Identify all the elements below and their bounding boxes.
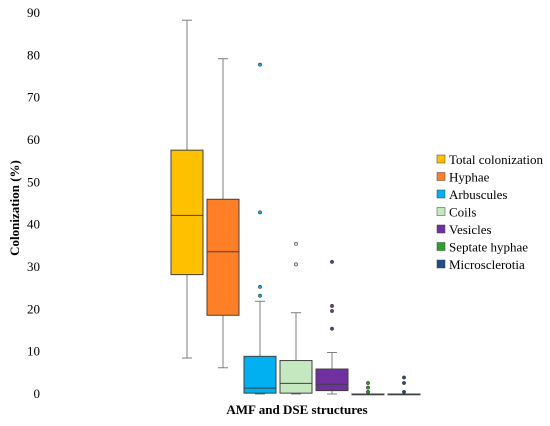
legend-label: Microsclerotia bbox=[449, 257, 525, 272]
legend-label: Coils bbox=[449, 205, 476, 220]
outlier-point bbox=[330, 326, 334, 331]
box-vesicles bbox=[315, 260, 349, 395]
legend-item: Arbuscules bbox=[436, 187, 508, 202]
outlier-point bbox=[258, 210, 262, 215]
y-tick-label: 20 bbox=[27, 301, 40, 316]
y-tick-label: 10 bbox=[27, 344, 40, 359]
outlier-point bbox=[294, 241, 298, 246]
legend-swatch bbox=[436, 224, 446, 234]
outlier-point bbox=[330, 304, 334, 308]
legend-item: Vesicles bbox=[436, 222, 492, 237]
legend-item: Microsclerotia bbox=[436, 257, 525, 272]
outlier-point bbox=[366, 389, 370, 394]
y-axis: 0 10 20 30 40 50 60 70 80 90 bbox=[27, 5, 40, 401]
y-tick-label: 90 bbox=[27, 5, 40, 20]
outlier-point bbox=[258, 293, 262, 298]
legend-swatch bbox=[436, 154, 446, 164]
outlier-point bbox=[330, 260, 334, 264]
y-axis-title: Colonization (%) bbox=[7, 160, 22, 256]
box-iqr bbox=[243, 355, 277, 394]
legend-label: Arbuscules bbox=[449, 187, 508, 202]
outlier-point bbox=[294, 262, 298, 267]
outlier-point bbox=[330, 309, 334, 313]
boxes-layer bbox=[170, 19, 421, 396]
legend-item: Total colonization bbox=[436, 152, 544, 167]
legend-item: Hyphae bbox=[436, 170, 490, 185]
legend-label: Vesicles bbox=[449, 222, 492, 237]
y-tick-label: 0 bbox=[34, 386, 41, 401]
legend-item: Septate hyphae bbox=[436, 240, 528, 255]
outlier-point bbox=[402, 381, 406, 385]
y-tick-label: 70 bbox=[27, 90, 40, 105]
box-coils bbox=[279, 241, 313, 395]
y-tick-label: 40 bbox=[27, 217, 40, 232]
outlier-point bbox=[402, 389, 406, 394]
box-septate-hyphae bbox=[351, 381, 385, 396]
y-tick-label: 60 bbox=[27, 132, 40, 147]
legend-swatch bbox=[436, 207, 446, 216]
y-tick-label: 80 bbox=[27, 47, 40, 62]
box-iqr bbox=[170, 149, 204, 276]
legend-item: Coils bbox=[436, 205, 476, 220]
box-iqr bbox=[206, 198, 240, 316]
outlier-point bbox=[366, 381, 370, 385]
legend-swatch bbox=[436, 172, 446, 181]
x-axis-title: AMF and DSE structures bbox=[226, 402, 367, 417]
y-tick-label: 30 bbox=[27, 259, 40, 274]
outlier-point bbox=[258, 284, 262, 289]
legend-swatch bbox=[436, 242, 446, 251]
box-hyphae bbox=[206, 58, 240, 369]
outlier-point bbox=[366, 385, 370, 390]
box-iqr bbox=[315, 368, 349, 392]
box-total-colonization bbox=[170, 19, 204, 359]
legend-swatch bbox=[436, 259, 446, 269]
box-iqr bbox=[279, 360, 313, 394]
legend-swatch bbox=[436, 189, 446, 199]
y-tick-label: 50 bbox=[27, 174, 40, 189]
legend-label: Total colonization bbox=[449, 152, 544, 167]
box-microsclerotia bbox=[387, 375, 421, 396]
legend-label: Hyphae bbox=[449, 170, 490, 185]
outlier-point bbox=[258, 62, 262, 67]
legend-label: Septate hyphae bbox=[449, 240, 528, 255]
legend: Total colonization Hyphae Arbuscules Coils V… bbox=[436, 152, 544, 272]
outlier-point bbox=[402, 375, 406, 380]
box-arbuscules bbox=[243, 62, 277, 395]
